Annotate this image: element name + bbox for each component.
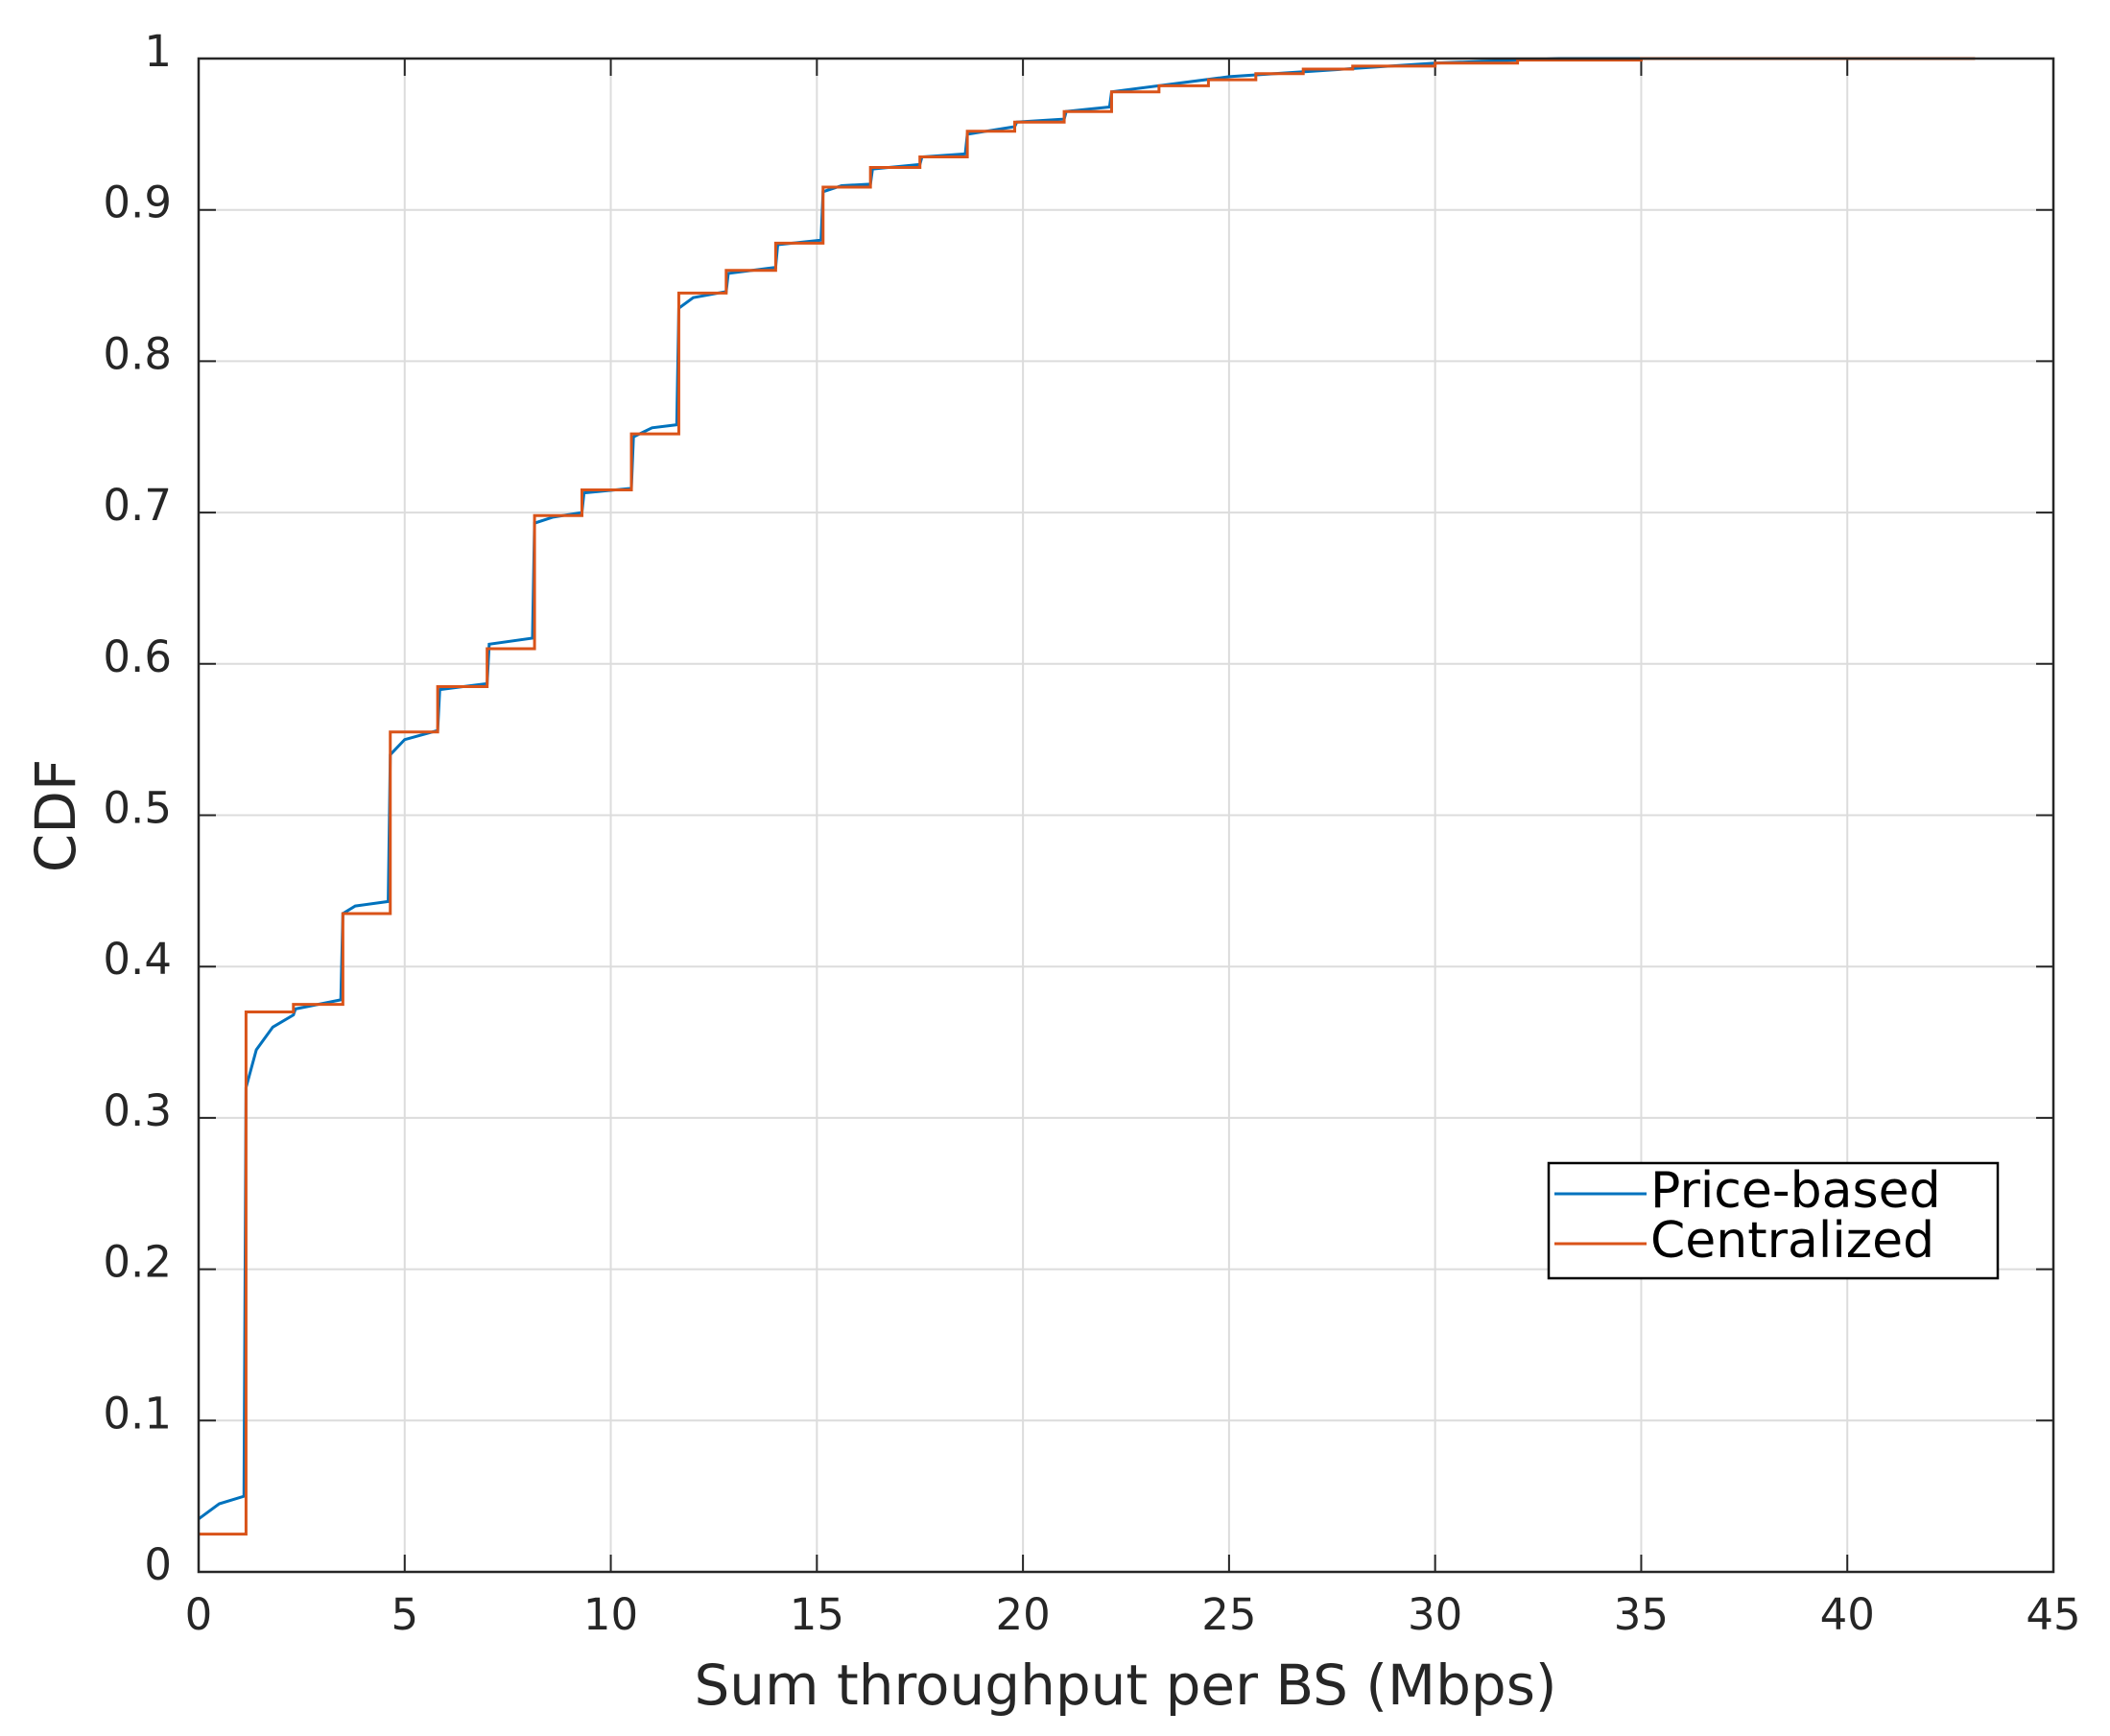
y-axis-label: CDF: [23, 759, 88, 873]
y-tick-label: 0.5: [103, 783, 172, 834]
y-tick-label: 1: [144, 26, 172, 77]
x-tick-label: 40: [1820, 1589, 1875, 1640]
y-tick-label: 0: [144, 1539, 172, 1590]
y-tick-label: 0.2: [103, 1237, 172, 1288]
x-tick-label: 25: [1201, 1589, 1256, 1640]
legend-label: Centralized: [1650, 1212, 1934, 1270]
x-tick-label: 15: [790, 1589, 844, 1640]
y-tick-label: 0.6: [103, 631, 172, 682]
y-tick-label: 0.4: [103, 934, 172, 985]
y-tick-label: 0.7: [103, 480, 172, 531]
x-tick-label: 0: [185, 1589, 213, 1640]
y-tick-label: 0.8: [103, 328, 172, 379]
x-tick-label: 45: [2026, 1589, 2080, 1640]
y-tick-label: 0.3: [103, 1085, 172, 1136]
y-tick-label: 0.9: [103, 178, 172, 228]
x-tick-label: 10: [583, 1589, 638, 1640]
legend-label: Price-based: [1650, 1162, 1941, 1220]
legend-box: [1547, 1161, 2000, 1280]
x-tick-label: 30: [1408, 1589, 1462, 1640]
plot-frame: [197, 57, 2055, 1574]
series-line: [199, 57, 1976, 1536]
y-tick-label: 0.1: [103, 1388, 172, 1439]
x-tick-label: 5: [391, 1589, 418, 1640]
x-tick-label: 20: [995, 1589, 1050, 1640]
x-axis-label: Sum throughput per BS (Mbps): [694, 1653, 1556, 1718]
x-tick-label: 35: [1614, 1589, 1669, 1640]
